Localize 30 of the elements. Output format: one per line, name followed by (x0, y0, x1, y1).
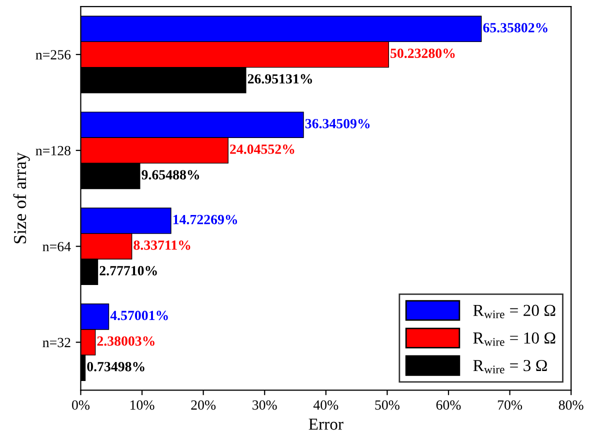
legend-label: R$_{wire}$ = 20 Ω (473, 304, 556, 318)
x-axis-title: Error (308, 418, 344, 430)
x-tick-label: 50% (375, 400, 400, 410)
x-tick-label: 40% (313, 400, 338, 410)
legend-label: R$_{wire}$ = 10 Ω (473, 332, 556, 346)
data-label: 24.04552% (230, 144, 294, 154)
data-label: 4.57001% (110, 310, 168, 320)
data-label: 0.73498% (87, 362, 144, 372)
data-label: 2.38003% (97, 336, 154, 346)
x-tick-label: 80% (558, 400, 584, 410)
data-label: 50.23280% (390, 48, 455, 58)
data-label: 26.95131% (248, 74, 312, 84)
y-tick-label: n=128 (36, 146, 70, 156)
data-label: 14.72269% (173, 214, 238, 224)
legend-label: R$_{wire}$ = 3 Ω (473, 360, 547, 374)
x-tick-label: 30% (252, 400, 277, 410)
x-tick-label: 60% (436, 400, 461, 410)
y-axis-title: Size of array (13, 152, 30, 244)
data-label: 36.34509% (305, 118, 370, 128)
x-tick-label: 10% (130, 400, 154, 410)
y-tick-label: n=32 (42, 338, 70, 348)
y-tick-label: n=256 (36, 50, 71, 60)
x-tick-label: 20% (191, 400, 216, 410)
data-label: 8.33711% (134, 240, 190, 250)
x-tick-label: 0% (72, 400, 90, 410)
data-label: 9.65488% (142, 170, 200, 180)
y-tick-label: n=64 (42, 242, 71, 252)
data-label: 2.77710% (100, 266, 157, 276)
data-label: 65.35802% (483, 23, 548, 32)
x-tick-label: 70% (498, 400, 522, 410)
